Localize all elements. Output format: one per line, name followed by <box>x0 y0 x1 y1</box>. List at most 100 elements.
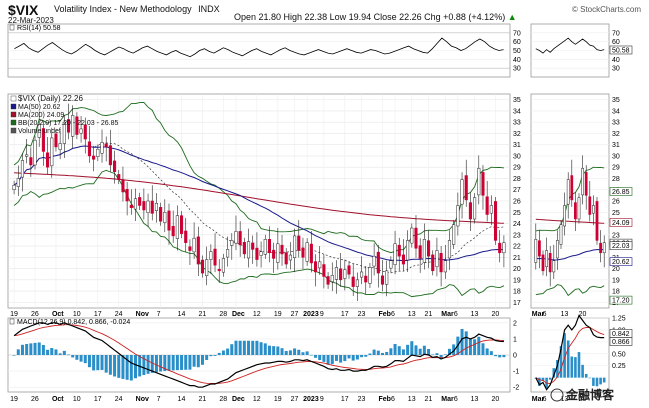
candle <box>20 160 25 178</box>
macd-hist-bar <box>427 348 431 355</box>
macd-hist-bar <box>263 343 267 355</box>
watermark-logo-icon <box>550 388 564 402</box>
chart-name: Volatility Index - New Methodology INDX <box>54 4 220 14</box>
candle <box>138 197 142 206</box>
macd-hist-bar <box>41 344 45 355</box>
macd-hist-bar <box>343 355 347 362</box>
y-tick-label: 25 <box>513 210 521 217</box>
y-tick-label: 33 <box>612 120 620 127</box>
candle <box>414 227 418 249</box>
candle <box>150 200 154 214</box>
mini-macd-hist-bar <box>592 377 595 386</box>
candle <box>142 201 146 211</box>
candle <box>393 243 397 265</box>
x-tick-label: Nov <box>136 396 149 403</box>
y-tick-label: 2 <box>513 320 517 327</box>
candle <box>230 240 234 246</box>
candle <box>33 139 37 166</box>
y-tick-label: 17 <box>513 300 521 307</box>
macd-hist-bar <box>339 355 343 363</box>
macd-hist-bar <box>372 349 376 355</box>
macd-hist-bar <box>230 344 234 355</box>
candle <box>351 276 355 287</box>
macd-hist-bar <box>334 355 338 361</box>
candle <box>234 231 238 244</box>
candle <box>447 240 452 259</box>
macd-hist-bar <box>418 348 422 355</box>
macd-hist-bar <box>209 355 213 357</box>
x-tick-label: 21 <box>198 396 206 403</box>
x-tick-label: 21 <box>425 311 433 318</box>
y-tick-label: 30 <box>513 66 521 73</box>
macd-hist-bar <box>481 343 485 355</box>
candle <box>343 269 347 279</box>
x-tick-label: 28 <box>219 396 227 403</box>
mini-candle <box>599 242 602 254</box>
macd-hist-bar <box>121 355 125 379</box>
mini-candle <box>559 224 563 245</box>
candle <box>117 174 121 180</box>
y-tick-label: -1 <box>513 369 519 376</box>
mini-x-tick-label: 13 <box>561 396 569 403</box>
mini-macd-hist-bar <box>556 359 559 378</box>
x-tick-label: 6 <box>391 311 395 318</box>
candle <box>66 119 71 133</box>
mini-candle <box>552 260 556 273</box>
candle <box>435 250 439 268</box>
candle <box>238 231 242 246</box>
macd-hist-bar <box>251 340 255 355</box>
macd-hist-bar <box>439 355 443 358</box>
macd-hist-bar <box>494 355 498 357</box>
macd-hist-bar <box>46 349 50 355</box>
candle <box>251 242 255 250</box>
x-tick-label: Mar <box>441 396 454 403</box>
y-tick-label: 20 <box>612 266 620 273</box>
bb-upper-line <box>13 101 504 254</box>
candle <box>50 137 54 167</box>
last-value-label: 17.20 <box>612 298 630 305</box>
candle <box>259 251 263 256</box>
x-tick-label: 21 <box>425 396 433 403</box>
y-tick-label: 60 <box>513 39 521 46</box>
mini-macd-hist-bar <box>541 377 545 381</box>
candle <box>71 115 75 137</box>
x-tick-label: 14 <box>178 311 186 318</box>
candle <box>263 239 267 255</box>
candle <box>25 154 29 157</box>
macd-hist-bar <box>293 348 297 355</box>
candle <box>422 239 426 263</box>
y-tick-label: 18 <box>513 289 521 296</box>
mini-macd-hist-bar <box>595 377 599 387</box>
macd-hist-bar <box>58 353 62 355</box>
candle <box>452 224 456 245</box>
last-value-box <box>609 218 633 227</box>
last-value-label: 24.09 <box>612 220 630 227</box>
legend-swatch <box>10 111 17 118</box>
macd-hist-bar <box>196 355 200 368</box>
macd-hist-bar <box>360 355 364 358</box>
macd-hist-bar <box>142 355 146 375</box>
candle <box>96 148 100 157</box>
mini-macd-hist-bar <box>584 373 588 378</box>
mini-candle <box>563 205 566 227</box>
x-tick-label: Nov <box>136 311 149 318</box>
candle <box>376 251 380 274</box>
candle <box>401 254 405 265</box>
candle <box>385 270 389 285</box>
macd-hist-bar <box>272 346 276 355</box>
candle <box>167 210 171 231</box>
candle <box>397 244 401 257</box>
y-tick-label: 19 <box>513 277 521 284</box>
macd-hist-bar <box>406 344 410 355</box>
y-tick-label: 29 <box>513 165 521 172</box>
candle <box>104 143 108 148</box>
x-tick-label: 23 <box>358 311 366 318</box>
y-tick-label: 40 <box>612 57 620 64</box>
y-tick-label: 23 <box>612 232 620 239</box>
macd-hist-bar <box>322 355 326 362</box>
x-tick-label: 13 <box>408 396 416 403</box>
y-tick-label: 0.50 <box>612 351 626 358</box>
macd-hist-bar <box>217 352 221 355</box>
macd-hist-bar <box>401 349 405 355</box>
